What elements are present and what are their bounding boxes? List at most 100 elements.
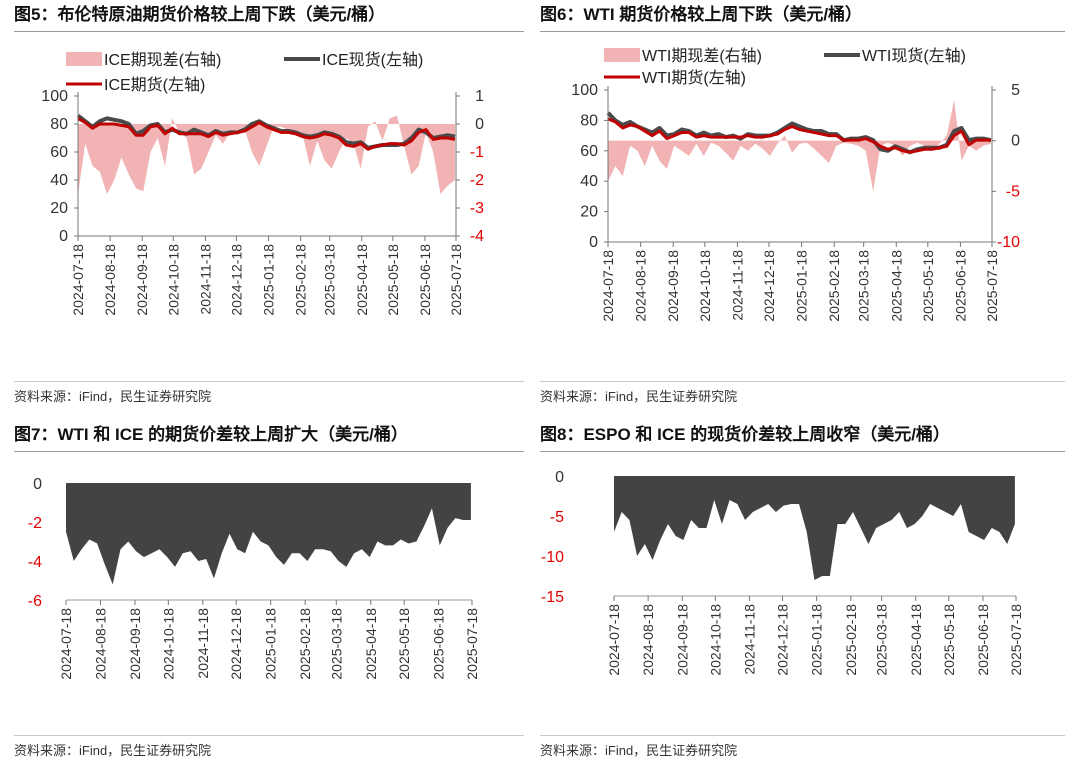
legend-label: WTI期现差(右轴) xyxy=(642,47,762,65)
x-tick-label: 2025-02-18 xyxy=(293,244,309,316)
x-tick-label: 2024-11-18 xyxy=(741,604,757,675)
x-tick-label: 2024-07-18 xyxy=(606,604,622,676)
y-left-tick-label: 80 xyxy=(50,116,68,133)
y-right-tick-label: -3 xyxy=(470,200,484,217)
y-tick-label: -5 xyxy=(550,509,564,526)
chart-panel-fig6: 图6：WTI 期货价格较上周下跌（美元/桶） 0 20 40 60 80 100 -10 -5… xyxy=(540,0,1070,410)
x-tick-label: 2024-10-18 xyxy=(707,604,723,676)
legend-label: ICE现货(左轴) xyxy=(322,51,423,69)
chart-title: 图8：ESPO 和 ICE 的现货价差较上周收窄（美元/桶） xyxy=(540,425,950,444)
x-tick-label: 2025-05-18 xyxy=(920,250,936,322)
chart-canvas: 0 20 40 60 80 100 -4 -3 -2 -1 0 1 2024-07-18 2024-08-… xyxy=(41,51,484,316)
y-right-tick-label: -5 xyxy=(1006,183,1020,200)
series-line-futures xyxy=(607,117,991,154)
x-tick-label: 2024-08-18 xyxy=(92,608,108,680)
series-area xyxy=(614,476,1015,580)
x-tick-label: 2024-10-18 xyxy=(160,608,176,680)
y-right-tick-label: 1 xyxy=(475,88,484,105)
legend-label: WTI期货(左轴) xyxy=(642,69,746,87)
x-tick-label: 2025-06-18 xyxy=(975,604,991,676)
legend: ICE期现差(右轴) ICE现货(左轴) ICE期货(左轴) xyxy=(66,51,423,94)
x-tick-label: 2025-07-18 xyxy=(448,244,464,316)
title-divider xyxy=(14,31,524,32)
chart-panel-fig5: 图5：布伦特原油期货价格较上周下跌（美元/桶） 0 20 40 60 80 100 -4 -3… xyxy=(14,0,534,410)
x-tick-label: 2024-11-18 xyxy=(195,608,211,679)
x-tick-label: 2024-08-18 xyxy=(633,250,649,322)
y-right-tick-label: -4 xyxy=(470,228,484,245)
source-note: 资料来源：iFind，民生证券研究院 xyxy=(540,389,738,404)
x-tick-label: 2025-04-18 xyxy=(354,244,370,316)
chart-canvas: -6 -4 -2 0 2024-07-18 2024-08-18 2024-09-18 202… xyxy=(28,476,480,680)
x-tick-label: 2025-01-18 xyxy=(261,244,277,316)
title-divider xyxy=(540,451,1065,452)
legend-swatch xyxy=(66,52,102,66)
source-note: 资料来源：iFind，民生证券研究院 xyxy=(14,389,212,404)
x-tick-label: 2024-10-18 xyxy=(697,250,713,322)
x-tick-label: 2024-08-18 xyxy=(102,244,118,316)
chart-title: 图5：布伦特原油期货价格较上周下跌（美元/桶） xyxy=(14,5,386,24)
source-divider xyxy=(540,381,1065,382)
x-tick-label: 2025-06-18 xyxy=(431,608,447,680)
x-tick-label: 2025-06-18 xyxy=(952,250,968,322)
x-tick-label: 2025-05-18 xyxy=(941,604,957,676)
x-tick-label: 2024-10-18 xyxy=(165,244,181,316)
y-right-tick-label: 5 xyxy=(1011,82,1020,99)
y-left-tick-label: 0 xyxy=(59,228,68,245)
x-tick-label: 2024-11-18 xyxy=(197,244,213,315)
x-tick-label: 2024-12-18 xyxy=(761,250,777,322)
y-left-tick-label: 0 xyxy=(589,234,598,251)
y-tick-label: 0 xyxy=(555,469,564,486)
x-tick-label: 2025-04-18 xyxy=(888,250,904,322)
y-left-tick-label: 100 xyxy=(571,82,598,99)
x-tick-label: 2025-02-18 xyxy=(826,250,842,322)
x-tick-label: 2024-09-18 xyxy=(127,608,143,680)
x-tick-label: 2024-07-18 xyxy=(70,244,86,316)
y-left-tick-label: 60 xyxy=(50,144,68,161)
x-tick-label: 2025-02-18 xyxy=(843,604,859,676)
source-divider xyxy=(540,735,1065,736)
source-divider xyxy=(14,735,524,736)
y-tick-label: -10 xyxy=(541,549,564,566)
x-tick-label: 2025-07-18 xyxy=(464,608,480,680)
x-tick-label: 2024-08-18 xyxy=(640,604,656,676)
x-tick-label: 2025-06-18 xyxy=(417,244,433,316)
y-left-tick-label: 100 xyxy=(41,88,68,105)
x-tick-label: 2024-09-18 xyxy=(134,244,150,316)
legend-swatch xyxy=(604,48,640,62)
legend-label: ICE期现差(右轴) xyxy=(104,51,221,69)
y-tick-label: -4 xyxy=(28,554,42,571)
y-tick-label: -6 xyxy=(28,593,42,610)
x-tick-label: 2025-01-18 xyxy=(794,250,810,322)
source-note: 资料来源：iFind，民生证券研究院 xyxy=(540,743,738,758)
y-left-tick-label: 60 xyxy=(580,143,598,160)
legend-label: WTI现货(左轴) xyxy=(862,47,966,65)
chart-canvas: -15 -10 -5 0 2024-07-18 2024-08-18 2024-09-18 2… xyxy=(541,469,1024,676)
x-tick-label: 2024-12-18 xyxy=(228,244,244,316)
legend-label: ICE期货(左轴) xyxy=(104,76,205,94)
source-note: 资料来源：iFind，民生证券研究院 xyxy=(14,743,212,758)
y-left-tick-label: 20 xyxy=(580,204,598,221)
x-tick-label: 2024-12-18 xyxy=(775,604,791,676)
x-tick-label: 2024-09-18 xyxy=(665,250,681,322)
y-right-tick-label: -10 xyxy=(997,234,1020,251)
y-left-tick-label: 40 xyxy=(580,173,598,190)
chart-title: 图7：WTI 和 ICE 的期货价差较上周扩大（美元/桶） xyxy=(14,425,408,444)
x-tick-label: 2025-03-18 xyxy=(874,604,890,676)
source-divider xyxy=(14,381,524,382)
legend: WTI期现差(右轴) WTI现货(左轴) WTI期货(左轴) xyxy=(604,47,966,87)
series-area-spread xyxy=(78,115,455,194)
y-right-tick-label: -2 xyxy=(470,172,484,189)
x-tick-label: 2025-05-18 xyxy=(385,244,401,316)
x-tick-label: 2024-09-18 xyxy=(674,604,690,676)
y-left-tick-label: 20 xyxy=(50,200,68,217)
y-tick-label: -15 xyxy=(541,589,564,606)
y-right-tick-label: -1 xyxy=(470,144,484,161)
x-tick-label: 2025-02-18 xyxy=(297,608,313,680)
title-divider xyxy=(540,31,1065,32)
x-tick-label: 2025-03-18 xyxy=(856,250,872,322)
chart-panel-fig7: 图7：WTI 和 ICE 的期货价差较上周扩大（美元/桶） -6 -4 -2 0 202… xyxy=(14,420,534,764)
x-tick-label: 2025-01-18 xyxy=(263,608,279,680)
x-tick-label: 2025-07-18 xyxy=(1008,604,1024,676)
x-tick-label: 2024-07-18 xyxy=(58,608,74,680)
chart-panel-fig8: 图8：ESPO 和 ICE 的现货价差较上周收窄（美元/桶） -15 -10 -5 0… xyxy=(540,420,1070,764)
